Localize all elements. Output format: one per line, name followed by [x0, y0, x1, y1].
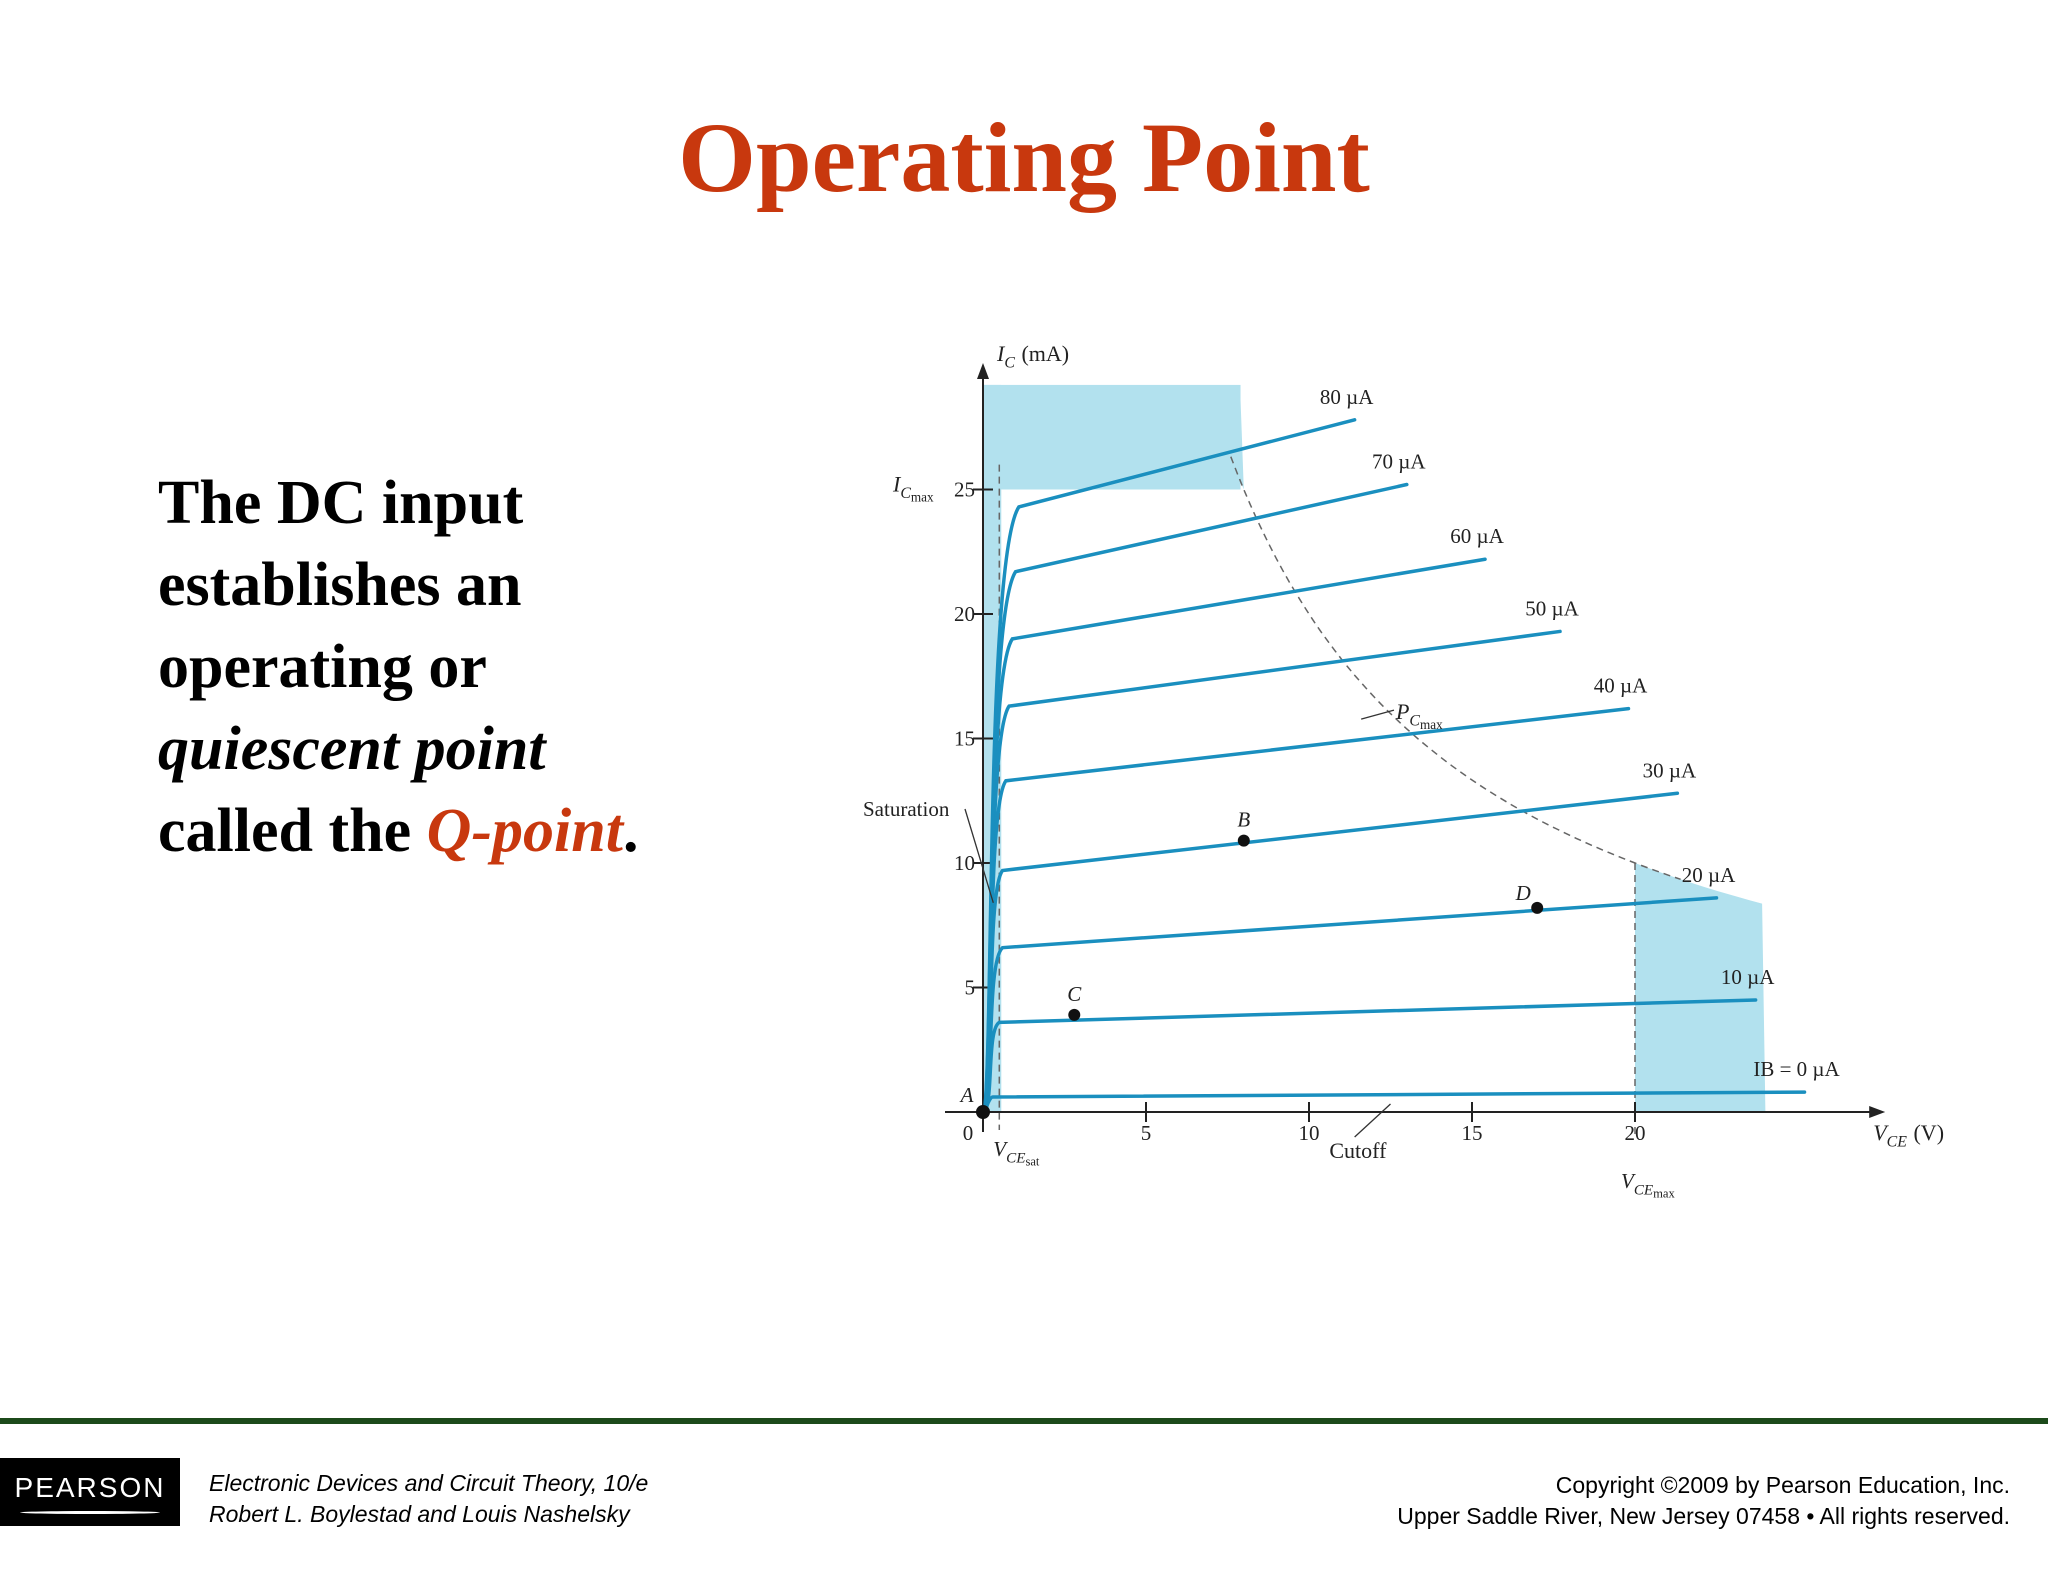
operating-point-label: B — [1237, 808, 1250, 832]
x-tick-label: 20 — [1625, 1121, 1646, 1145]
body-line-5-suffix: . — [622, 797, 639, 865]
slide-title: Operating Point — [678, 102, 1370, 213]
operating-point-label: C — [1067, 982, 1082, 1006]
curve-label: 30 µA — [1643, 758, 1697, 782]
curve-label: 80 µA — [1320, 385, 1374, 409]
saturation-region — [983, 384, 1002, 1112]
body-line-4: quiescent point — [158, 715, 546, 783]
body-line-2: establishes an — [158, 551, 522, 619]
operating-point — [1237, 834, 1250, 847]
footer-rule — [0, 1418, 2048, 1424]
pc-max-leader — [1360, 709, 1395, 720]
cutoff-leader — [1354, 1103, 1391, 1138]
x-axis-arrow — [1869, 1106, 1886, 1118]
vce-sat-label: VCEsat — [993, 1137, 1040, 1168]
operating-point — [976, 1105, 990, 1119]
curve-label: 20 µA — [1682, 863, 1736, 887]
book-title: Electronic Devices and Circuit Theory, 1… — [209, 1470, 649, 1496]
y-tick-label: 25 — [954, 478, 975, 502]
y-tick-label: 5 — [965, 976, 976, 1000]
book-info: Electronic Devices and Circuit Theory, 1… — [209, 1468, 648, 1530]
pearson-logo: PEARSON — [0, 1458, 180, 1526]
q-point-term: Q-point — [426, 797, 623, 865]
curve-label: 50 µA — [1525, 596, 1579, 620]
body-line-1: The DC input — [158, 469, 524, 537]
body-line-3: operating or — [158, 633, 487, 701]
logo-swoosh — [20, 1511, 160, 1514]
x-tick-label: 5 — [1141, 1121, 1152, 1145]
body-line-5-prefix: called the — [158, 797, 427, 865]
x-axis-label: VCE (V) — [1873, 1120, 1944, 1151]
operating-point — [1068, 1008, 1081, 1021]
y-axis-label: IC (mA) — [996, 341, 1069, 372]
copyright-line-2: Upper Saddle River, New Jersey 07458 • A… — [1397, 1503, 2010, 1529]
ic-max-region — [983, 384, 1241, 490]
operating-point-label: D — [1515, 881, 1531, 905]
y-axis-arrow — [977, 363, 989, 379]
ib-curve — [982, 418, 1357, 1114]
pc-max-label: PCmax — [1395, 699, 1443, 732]
saturation-label: Saturation — [863, 797, 950, 821]
ib-curve — [982, 629, 1562, 1114]
axes-layer — [945, 363, 1886, 1132]
book-authors: Robert L. Boylestad and Louis Nashelsky — [209, 1501, 630, 1527]
ib-curve — [982, 557, 1487, 1114]
y-tick-label: 20 — [954, 602, 975, 626]
ic-max-label: ICmax — [892, 472, 934, 505]
saturation-leader — [964, 808, 994, 904]
chart-text-layer: 5 10 15 20 25 0 5 10 15 20 IB = 0 µA 10 µA 20 µA 30 µ… — [863, 341, 1944, 1200]
curve-label: 10 µA — [1721, 965, 1775, 989]
y-tick-label: 10 — [954, 851, 975, 875]
body-line-5: called the Q-point. — [158, 790, 718, 872]
logo-text: PEARSON — [14, 1472, 166, 1503]
x-tick-label: 0 — [963, 1121, 974, 1145]
ib-curve — [982, 791, 1680, 1114]
x-tick-label: 15 — [1462, 1121, 1483, 1145]
curve-label: 60 µA — [1450, 524, 1504, 548]
curve-label: 70 µA — [1372, 450, 1426, 474]
power-dissipation-region — [1240, 399, 1766, 1112]
slide-body: The DC input establishes an operating or… — [158, 462, 718, 872]
curve-label: 40 µA — [1594, 674, 1648, 698]
operating-point-label: A — [959, 1083, 974, 1107]
y-tick-label: 15 — [954, 727, 975, 751]
points-layer — [976, 834, 1544, 1119]
curve-label: IB = 0 µA — [1753, 1057, 1840, 1081]
copyright-line-1: Copyright ©2009 by Pearson Education, In… — [1555, 1472, 2010, 1498]
cutoff-label: Cutoff — [1329, 1138, 1387, 1163]
operating-point — [1531, 901, 1544, 914]
operating-region-layer — [983, 384, 1766, 1134]
x-tick-label: 10 — [1299, 1121, 1320, 1145]
curves-layer — [982, 418, 1807, 1114]
pc-max-curve — [1230, 456, 1681, 881]
copyright-info: Copyright ©2009 by Pearson Education, In… — [1397, 1470, 2010, 1532]
vce-max-label: VCEmax — [1621, 1169, 1676, 1200]
